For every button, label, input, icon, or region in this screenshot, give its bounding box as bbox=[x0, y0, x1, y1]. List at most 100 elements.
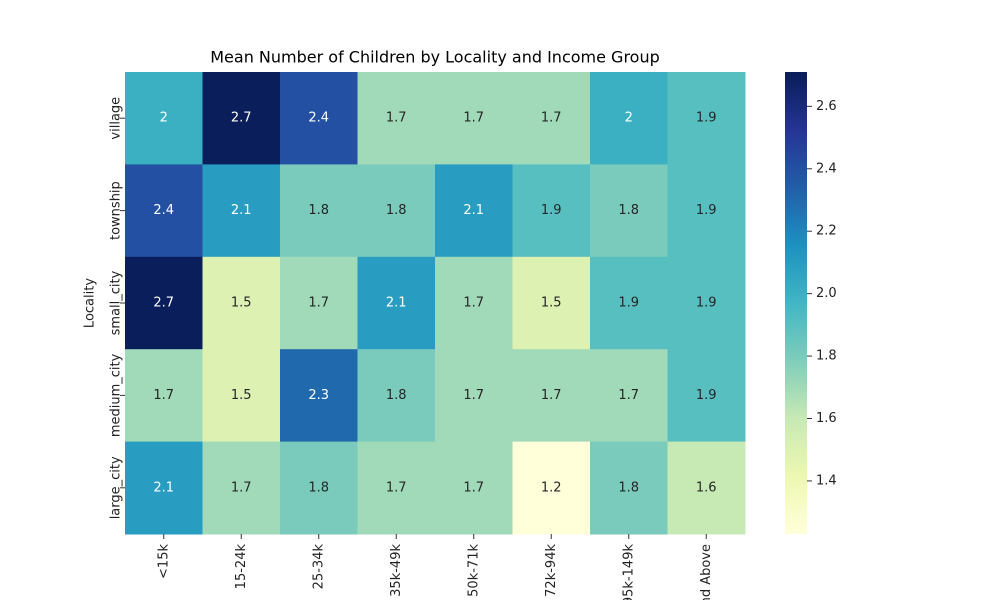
chart-title: Mean Number of Children by Locality and … bbox=[210, 48, 660, 67]
x-tick-label: 25-34k bbox=[311, 544, 326, 590]
cell-label: 1.9 bbox=[618, 296, 639, 311]
cell-label: 2.4 bbox=[308, 111, 329, 126]
colorbar-tick-label: 2.2 bbox=[816, 224, 837, 239]
cell-label: 1.7 bbox=[153, 388, 174, 403]
cell-label: 2.7 bbox=[231, 111, 252, 126]
y-tick-label: small_city bbox=[109, 270, 124, 335]
colorbar-tick-label: 2.4 bbox=[816, 161, 837, 176]
y-tick-label: large_city bbox=[109, 456, 124, 519]
heatmap-cell bbox=[435, 349, 513, 443]
heatmap-cell bbox=[202, 164, 281, 258]
heatmap-cell bbox=[280, 164, 358, 258]
cell-label: 2.1 bbox=[231, 203, 252, 218]
heatmap-cell bbox=[357, 164, 436, 258]
cell-label: 1.5 bbox=[541, 296, 562, 311]
y-axis-label: Locality bbox=[83, 278, 98, 328]
cell-label: 2.1 bbox=[153, 480, 174, 495]
heatmap-cell bbox=[590, 72, 668, 165]
heatmap-cell bbox=[280, 441, 358, 535]
cell-label: 1.7 bbox=[541, 111, 562, 126]
heatmap-cell bbox=[512, 349, 591, 443]
heatmap-cell bbox=[357, 349, 436, 443]
y-tick-label: township bbox=[109, 181, 124, 240]
x-tick-label: 95k-149k bbox=[621, 544, 636, 600]
heatmap-cell bbox=[280, 256, 358, 350]
x-tick-label: 35k-49k bbox=[389, 544, 404, 597]
heatmap-cell bbox=[202, 441, 281, 535]
heatmap-cell bbox=[357, 256, 436, 350]
heatmap-cell bbox=[435, 441, 513, 535]
colorbar-tick-label: 1.8 bbox=[816, 349, 837, 364]
x-tick-label: 72k-94k bbox=[544, 544, 559, 597]
heatmap-cell bbox=[667, 72, 746, 165]
x-tick-label: 15-24k bbox=[234, 544, 249, 590]
cell-label: 1.6 bbox=[696, 480, 717, 495]
cell-label: 1.9 bbox=[696, 296, 717, 311]
cell-label: 1.9 bbox=[696, 388, 717, 403]
cell-label: 2.7 bbox=[153, 296, 174, 311]
heatmap-cell bbox=[357, 72, 436, 165]
heatmap-cell bbox=[125, 72, 203, 165]
heatmap-cell bbox=[667, 256, 746, 350]
cell-label: 2 bbox=[625, 111, 633, 126]
heatmap-cell bbox=[590, 164, 668, 258]
cell-label: 2.3 bbox=[308, 388, 329, 403]
heatmap-cell bbox=[667, 349, 746, 443]
heatmap-cell bbox=[357, 441, 436, 535]
cell-label: 2.4 bbox=[153, 203, 174, 218]
cell-label: 1.7 bbox=[463, 388, 484, 403]
cell-label: 1.2 bbox=[541, 480, 562, 495]
heatmap-cell bbox=[667, 441, 746, 535]
cell-label: 1.8 bbox=[618, 203, 639, 218]
y-tick-label: medium_city bbox=[109, 353, 124, 437]
heatmap-cell bbox=[125, 441, 203, 535]
y-tick-label: village bbox=[109, 97, 124, 140]
cell-label: 1.7 bbox=[231, 480, 252, 495]
x-tick-label: <15k bbox=[156, 544, 171, 579]
heatmap-cell bbox=[280, 72, 358, 165]
heatmap-cell bbox=[512, 72, 591, 165]
heatmap-cell bbox=[512, 164, 591, 258]
heatmap-cell bbox=[435, 72, 513, 165]
cell-label: 1.7 bbox=[463, 480, 484, 495]
heatmap-cell bbox=[590, 349, 668, 443]
heatmap-cell bbox=[125, 164, 203, 258]
x-tick-label: 150k and Above bbox=[699, 544, 714, 600]
cell-label: 1.7 bbox=[308, 296, 329, 311]
cell-label: 1.8 bbox=[618, 480, 639, 495]
heatmap-cell bbox=[435, 256, 513, 350]
cell-label: 1.5 bbox=[231, 296, 252, 311]
heatmap-cell bbox=[202, 72, 281, 165]
cell-label: 1.7 bbox=[463, 111, 484, 126]
cell-label: 1.7 bbox=[541, 388, 562, 403]
heatmap-cell bbox=[590, 256, 668, 350]
heatmap-cell bbox=[125, 256, 203, 350]
cell-label: 1.9 bbox=[541, 203, 562, 218]
cell-label: 1.7 bbox=[386, 480, 407, 495]
cell-label: 1.7 bbox=[463, 296, 484, 311]
cell-label: 2.1 bbox=[386, 296, 407, 311]
heatmap-cell bbox=[590, 441, 668, 535]
cell-label: 1.9 bbox=[696, 111, 717, 126]
cell-label: 1.7 bbox=[618, 388, 639, 403]
colorbar-tick-label: 1.6 bbox=[816, 411, 837, 426]
cell-label: 1.8 bbox=[308, 480, 329, 495]
cell-label: 1.8 bbox=[386, 203, 407, 218]
heatmap-cell bbox=[512, 256, 591, 350]
cell-label: 1.5 bbox=[231, 388, 252, 403]
heatmap-cell bbox=[280, 349, 358, 443]
heatmap-cell bbox=[202, 349, 281, 443]
cell-label: 1.8 bbox=[386, 388, 407, 403]
colorbar-tick-label: 2.6 bbox=[816, 99, 837, 114]
heatmap-cell bbox=[125, 349, 203, 443]
heatmap-cell bbox=[667, 164, 746, 258]
colorbar-tick-label: 2.0 bbox=[816, 286, 837, 301]
cell-label: 1.7 bbox=[386, 111, 407, 126]
heatmap-cell bbox=[202, 256, 281, 350]
cell-label: 1.8 bbox=[308, 203, 329, 218]
cell-label: 1.9 bbox=[696, 203, 717, 218]
heatmap-cell bbox=[512, 441, 591, 535]
colorbar bbox=[785, 72, 807, 534]
cell-label: 2 bbox=[160, 111, 168, 126]
